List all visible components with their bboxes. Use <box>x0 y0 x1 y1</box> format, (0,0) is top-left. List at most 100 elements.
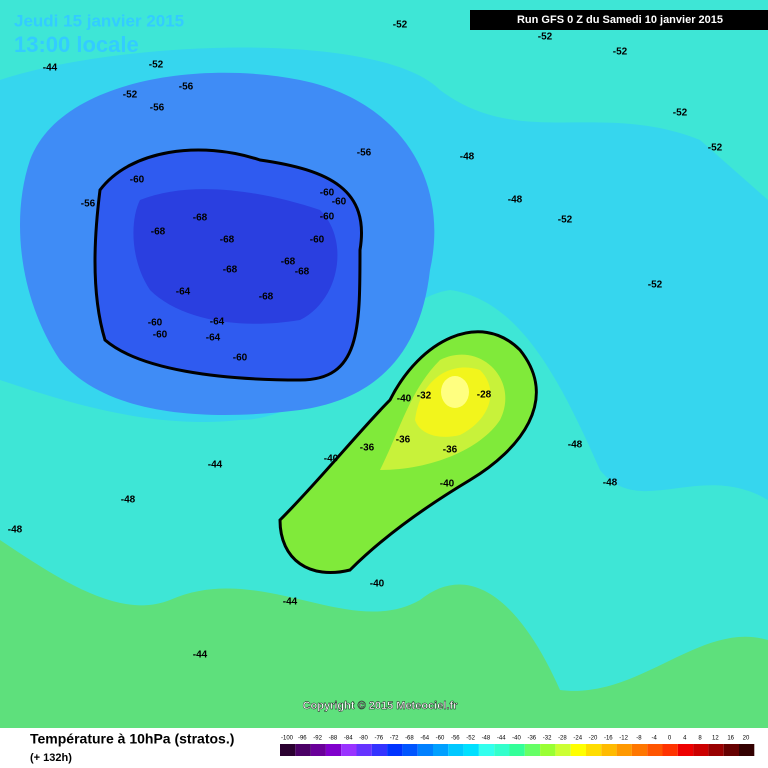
legend-swatch <box>509 744 525 756</box>
contour-label: -64 <box>206 333 221 344</box>
contour-label: -60 <box>233 353 248 364</box>
legend-swatch <box>586 744 602 756</box>
contour-label: -44 <box>283 597 298 608</box>
contour-label: -40 <box>397 394 412 405</box>
legend-swatch <box>356 744 372 756</box>
contour-label: -48 <box>568 440 583 451</box>
contour-label: -68 <box>295 267 310 278</box>
contour-label: -68 <box>281 257 296 268</box>
legend-swatch <box>295 744 311 756</box>
legend-tick-label: -80 <box>359 736 368 742</box>
legend-swatch <box>540 744 556 756</box>
legend-tick-label: 20 <box>743 736 750 742</box>
legend-tick-label: -72 <box>390 736 399 742</box>
legend-tick-label: -36 <box>527 736 536 742</box>
legend-tick-label: -4 <box>652 736 658 742</box>
color-legend: -100 -96 -92 -88 -8 4 -80 -76 -72 -68 -64 -60 -56 -52… <box>280 736 755 756</box>
legend-swatch <box>601 744 617 756</box>
legend-tick-label: -100 <box>281 736 294 742</box>
contour-label: -48 <box>603 478 618 489</box>
legend-swatch <box>371 744 388 756</box>
legend-swatch <box>524 744 541 756</box>
legend-tick-label: -28 <box>558 736 567 742</box>
contour-label: -60 <box>320 188 335 199</box>
contour-label: -28 <box>477 390 492 401</box>
contour-label: -56 <box>357 148 372 159</box>
legend-swatch <box>570 744 586 756</box>
legend-swatch <box>478 744 495 756</box>
legend-tick-label: 0 <box>668 736 672 742</box>
contour-label: -60 <box>332 197 347 208</box>
legend-swatch <box>280 744 296 756</box>
legend-swatch <box>433 744 449 756</box>
legend-tick-label: -96 <box>298 736 307 742</box>
legend-tick-label: 4 <box>683 736 687 742</box>
legend-tick-label: -88 <box>329 736 338 742</box>
contour-label: -36 <box>360 443 375 454</box>
legend-swatch <box>631 744 648 756</box>
legend-swatch <box>341 744 357 756</box>
contour-labels: -60-68-68-68-68-68-68-68-64-64-64-60-60-… <box>8 20 723 661</box>
legend-tick-label: -92 <box>313 736 322 742</box>
legend-tick-label: -48 <box>482 736 491 742</box>
run-info: Run GFS 0 Z du Samedi 10 janvier 2015 <box>517 14 723 26</box>
legend-tick-label: 12 <box>712 736 719 742</box>
contour-label: -52 <box>708 143 723 154</box>
contour-label: -52 <box>673 108 688 119</box>
contour-label: -52 <box>149 60 164 71</box>
legend-swatch <box>325 744 342 756</box>
legend-swatch <box>647 744 663 756</box>
legend-swatch <box>417 744 433 756</box>
warm-peak <box>441 376 469 408</box>
contour-label: -52 <box>613 47 628 58</box>
contour-label: -56 <box>150 103 165 114</box>
footer-lead: (+ 132h) <box>30 752 72 764</box>
legend-swatch <box>494 744 510 756</box>
legend-tick-label: -20 <box>589 736 598 742</box>
legend-tick-label: -64 <box>420 736 429 742</box>
legend-swatch <box>463 744 479 756</box>
legend-tick-label: -76 <box>374 736 383 742</box>
contour-label: -40 <box>324 454 339 465</box>
contour-label: -60 <box>148 318 163 329</box>
legend-tick-label: -12 <box>619 736 628 742</box>
copyright: Copyright © 2015 Meteociel.fr <box>303 700 459 712</box>
legend-swatch <box>708 744 724 756</box>
legend-swatch <box>387 744 403 756</box>
forecast-time: 13:00 locale <box>14 32 139 57</box>
contour-label: -52 <box>538 32 553 43</box>
legend-swatch <box>662 744 678 756</box>
vortex-core <box>133 189 338 324</box>
legend-swatch <box>616 744 632 756</box>
legend-tick-label: -52 <box>466 736 475 742</box>
contour-label: -40 <box>440 479 455 490</box>
contour-label: -56 <box>179 82 194 93</box>
contour-label: -44 <box>193 650 208 661</box>
legend-tick-label: -60 <box>436 736 445 742</box>
contour-label: -44 <box>43 63 58 74</box>
contour-label: -48 <box>8 525 23 536</box>
legend-swatch <box>402 744 418 756</box>
contour-label: -48 <box>121 495 136 506</box>
legend-swatch <box>555 744 571 756</box>
run-banner <box>470 10 768 30</box>
legend-tick-label: -56 <box>451 736 460 742</box>
legend-tick-label: -68 <box>405 736 414 742</box>
legend-tick-label: -44 <box>497 736 506 742</box>
forecast-date: Jeudi 15 janvier 2015 <box>14 11 184 30</box>
contour-label: -68 <box>220 235 235 246</box>
contour-label: -68 <box>223 265 238 276</box>
contour-label: -60 <box>320 212 335 223</box>
legend-tick-label: -32 <box>543 736 552 742</box>
contour-label: -52 <box>558 215 573 226</box>
contour-label: -40 <box>370 579 385 590</box>
contour-label: -68 <box>193 213 208 224</box>
legend-tick-label: -8 <box>636 736 642 742</box>
contour-label: -48 <box>460 152 475 163</box>
legend-swatch <box>677 744 694 756</box>
contour-label: -64 <box>210 317 225 328</box>
contour-label: -56 <box>81 199 96 210</box>
contour-label: -48 <box>508 195 523 206</box>
legend-swatch <box>739 744 755 756</box>
